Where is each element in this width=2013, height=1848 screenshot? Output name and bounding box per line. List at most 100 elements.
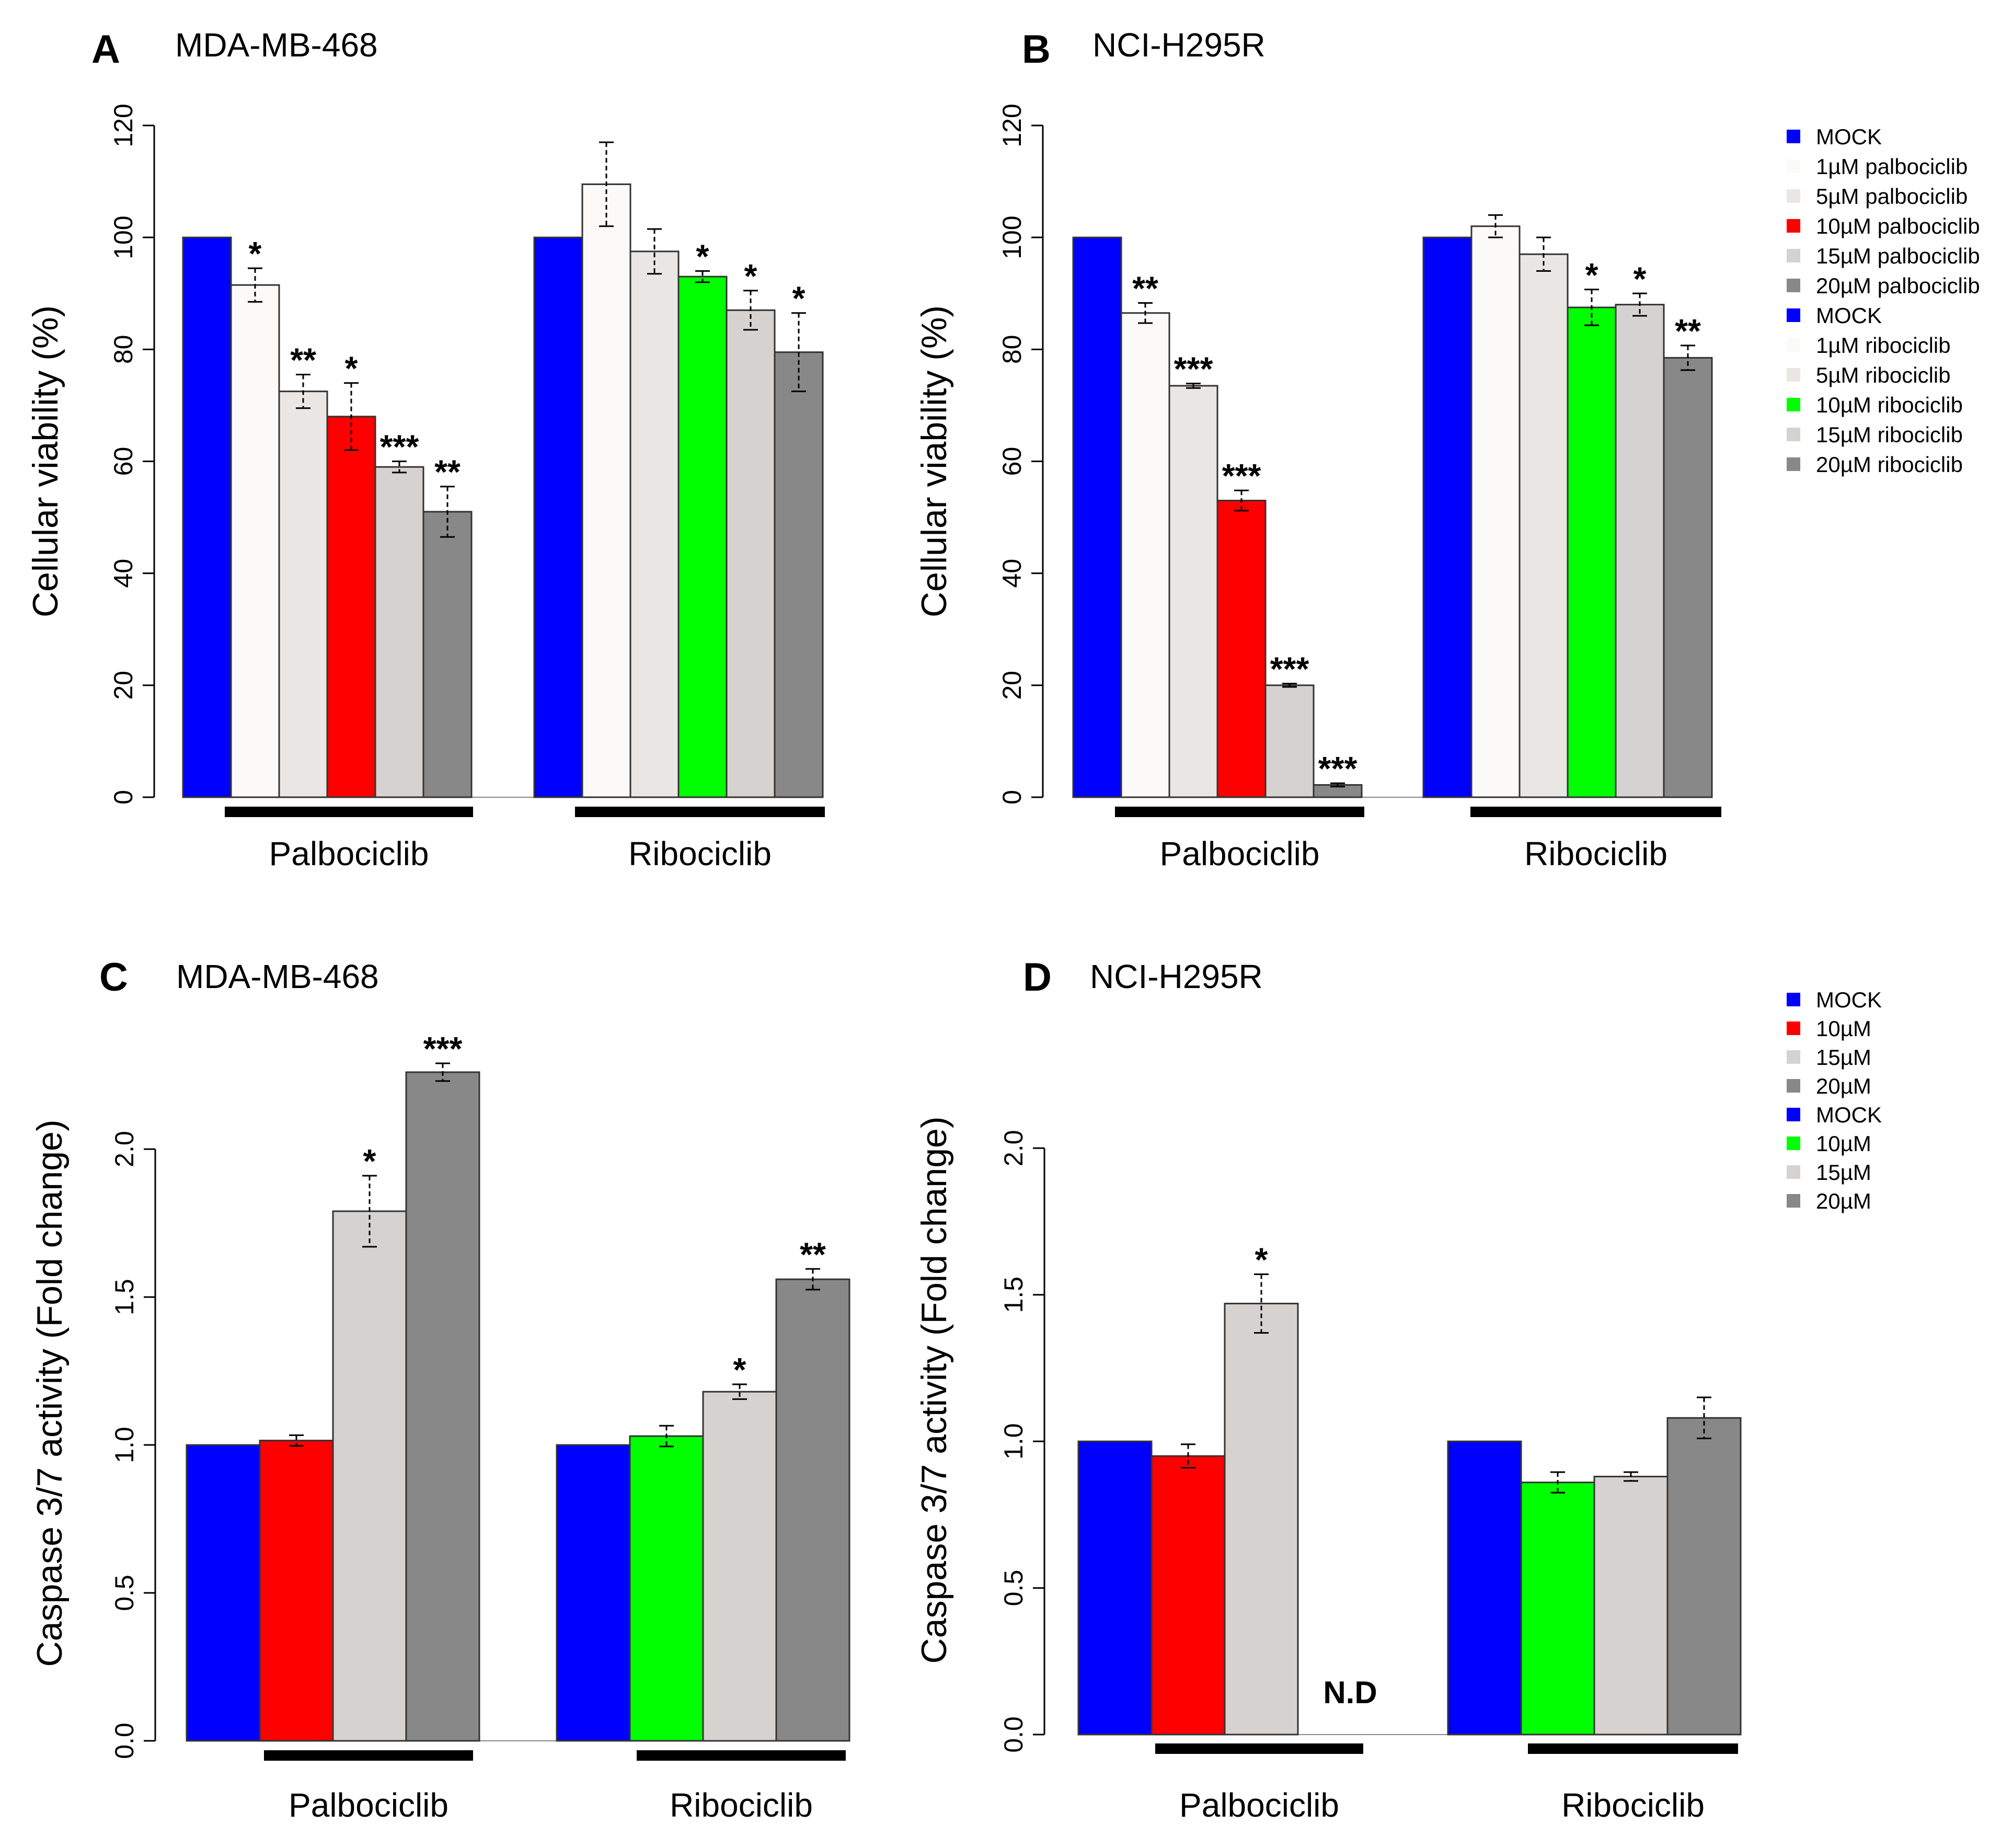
bar <box>1593 1475 1669 1736</box>
y-tick-label: 1.0 <box>110 1427 139 1463</box>
legend-label: 20µM <box>1816 1074 1871 1098</box>
significance-label: *** <box>423 1030 463 1068</box>
bar <box>774 351 824 798</box>
bar <box>1663 357 1713 798</box>
panel-c: C MDA-MB-468 0.0 0.5 1.0 1.5 2.0 Caspase 3/7 ac… <box>30 955 850 1824</box>
legend-swatch <box>1787 1050 1800 1064</box>
bar <box>775 1278 850 1742</box>
bar <box>186 1444 261 1742</box>
legend-label: 10µM ribociclib <box>1816 393 1963 417</box>
legend-label: 10µM <box>1816 1131 1871 1156</box>
legend-swatch <box>1787 308 1800 322</box>
bar <box>1470 225 1521 798</box>
significance-label: *** <box>380 428 419 466</box>
group-label: Ribociclib <box>628 835 772 873</box>
legend-swatch <box>1787 1194 1800 1208</box>
legend-swatch <box>1787 1079 1800 1093</box>
bar <box>1666 1417 1742 1736</box>
bar <box>422 511 473 798</box>
y-tick-label: 60 <box>997 447 1027 476</box>
legend-label: 5µM palbociclib <box>1816 184 1968 209</box>
legend-swatch <box>1787 249 1800 262</box>
group-label: Ribociclib <box>670 1786 813 1824</box>
legend-label: 15µM <box>1816 1160 1871 1185</box>
bar <box>1520 1482 1595 1736</box>
group-label: Palbociclib <box>289 1786 448 1824</box>
significance-label: ** <box>800 1235 826 1273</box>
legend-label: 20µM palbociclib <box>1816 273 1980 298</box>
legend-swatch <box>1787 1165 1800 1179</box>
y-tick-label: 100 <box>109 215 138 259</box>
bar <box>581 183 631 798</box>
group-label: Palbociclib <box>269 835 429 873</box>
significance-label: ** <box>434 453 461 491</box>
y-tick-label: 60 <box>109 447 138 476</box>
significance-label: * <box>1585 256 1598 294</box>
legend-swatch <box>1787 1137 1800 1150</box>
legend-label: 15µM <box>1816 1045 1871 1070</box>
panel-title: MDA-MB-468 <box>175 26 378 64</box>
bar <box>1519 253 1569 798</box>
bar <box>1216 499 1267 798</box>
significance-label: *** <box>1174 350 1213 388</box>
legend-label: 20µM <box>1816 1189 1871 1213</box>
group-label: Ribociclib <box>1561 1786 1705 1824</box>
legend-swatch <box>1787 368 1800 382</box>
bar <box>1151 1455 1226 1736</box>
y-tick-label: 80 <box>109 335 138 364</box>
significance-label: ** <box>290 341 316 379</box>
y-tick-label: 120 <box>997 104 1027 147</box>
legend-label: MOCK <box>1816 303 1882 328</box>
legend: MOCK 1µM palbociclib 5µM palbociclib 10µM p… <box>1787 124 1980 477</box>
legend-label: 15µM palbociclib <box>1816 244 1980 268</box>
y-axis-title: Cellular viability (%) <box>914 305 954 617</box>
bar <box>405 1071 480 1742</box>
bar <box>726 309 776 798</box>
legend-swatch <box>1787 159 1800 173</box>
legend: MOCK 10µM 15µM 20µM MOCK 10µM 15µM 20µM <box>1787 988 1882 1213</box>
y-tick-label: 0 <box>997 790 1027 805</box>
y-tick-label: 0 <box>109 790 138 805</box>
legend-swatch <box>1787 279 1800 292</box>
bar <box>332 1210 407 1742</box>
significance-label: * <box>1634 260 1647 297</box>
bar <box>1120 312 1170 798</box>
bar <box>1615 304 1665 798</box>
bar <box>259 1440 334 1742</box>
y-tick-label: 120 <box>109 104 138 147</box>
legend-swatch <box>1787 457 1800 471</box>
legend-label: 20µM ribociclib <box>1816 452 1963 477</box>
legend-swatch <box>1787 130 1800 143</box>
legend-swatch <box>1787 993 1800 1006</box>
y-tick-label: 0.5 <box>999 1570 1028 1606</box>
bar <box>556 1444 631 1742</box>
significance-label: * <box>792 280 806 317</box>
y-tick-label: 0.0 <box>110 1723 139 1759</box>
y-tick-label: 40 <box>997 559 1027 588</box>
bar <box>326 416 376 798</box>
legend-label: 10µM palbociclib <box>1816 214 1980 238</box>
significance-label: ** <box>1675 312 1701 350</box>
bar <box>1447 1440 1522 1736</box>
legend-label: 15µM ribociclib <box>1816 422 1963 447</box>
significance-label: * <box>733 1351 746 1388</box>
significance-label: * <box>744 257 757 295</box>
legend-swatch <box>1787 1108 1800 1121</box>
panel-letter: D <box>1023 955 1052 1000</box>
legend-swatch <box>1787 189 1800 203</box>
legend-swatch <box>1787 398 1800 411</box>
y-tick-label: 0.0 <box>999 1716 1028 1753</box>
y-axis-title: Cellular viability (%) <box>26 305 65 617</box>
panel-letter: A <box>91 27 120 72</box>
significance-label: * <box>696 237 709 275</box>
bar <box>677 276 728 798</box>
bar <box>1567 306 1617 798</box>
bar <box>702 1391 777 1742</box>
y-tick-label: 2.0 <box>110 1131 139 1167</box>
significance-label: ** <box>1132 269 1158 307</box>
bar <box>1077 1440 1153 1736</box>
legend-label: 1µM palbociclib <box>1816 154 1968 179</box>
bar <box>629 1435 704 1742</box>
y-tick-label: 2.0 <box>999 1130 1028 1167</box>
bar <box>1224 1303 1299 1736</box>
